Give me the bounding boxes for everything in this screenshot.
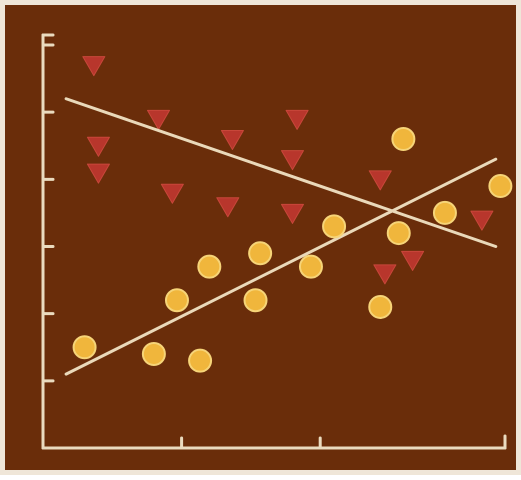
triangle-point	[285, 109, 309, 130]
triangle-point	[401, 250, 425, 271]
circle-point	[164, 288, 189, 313]
circle-point	[141, 341, 166, 366]
triangle-point	[220, 130, 244, 151]
circle-point	[322, 214, 347, 239]
triangle-point	[280, 203, 304, 224]
triangle-point	[86, 163, 110, 184]
triangle-point	[280, 150, 304, 171]
triangle-point	[373, 264, 397, 285]
circle-point	[368, 294, 393, 319]
circle-point	[197, 254, 222, 279]
circle-point	[188, 348, 213, 373]
triangle-point	[368, 170, 392, 191]
circle-point	[243, 288, 268, 313]
circle-point	[386, 221, 411, 246]
trend-line	[64, 157, 498, 376]
triangle-point	[160, 183, 184, 204]
triangle-point	[82, 56, 106, 77]
triangle-point	[86, 136, 110, 157]
circle-point	[298, 254, 323, 279]
circle-point	[248, 241, 273, 266]
trend-line	[64, 97, 498, 248]
triangle-point	[147, 109, 170, 130]
circle-point	[72, 335, 97, 360]
triangle-point	[470, 210, 494, 231]
circle-point	[488, 174, 513, 199]
scatter-plot	[41, 33, 513, 450]
circle-point	[432, 200, 457, 225]
circle-point	[391, 127, 416, 152]
triangle-point	[216, 197, 240, 218]
